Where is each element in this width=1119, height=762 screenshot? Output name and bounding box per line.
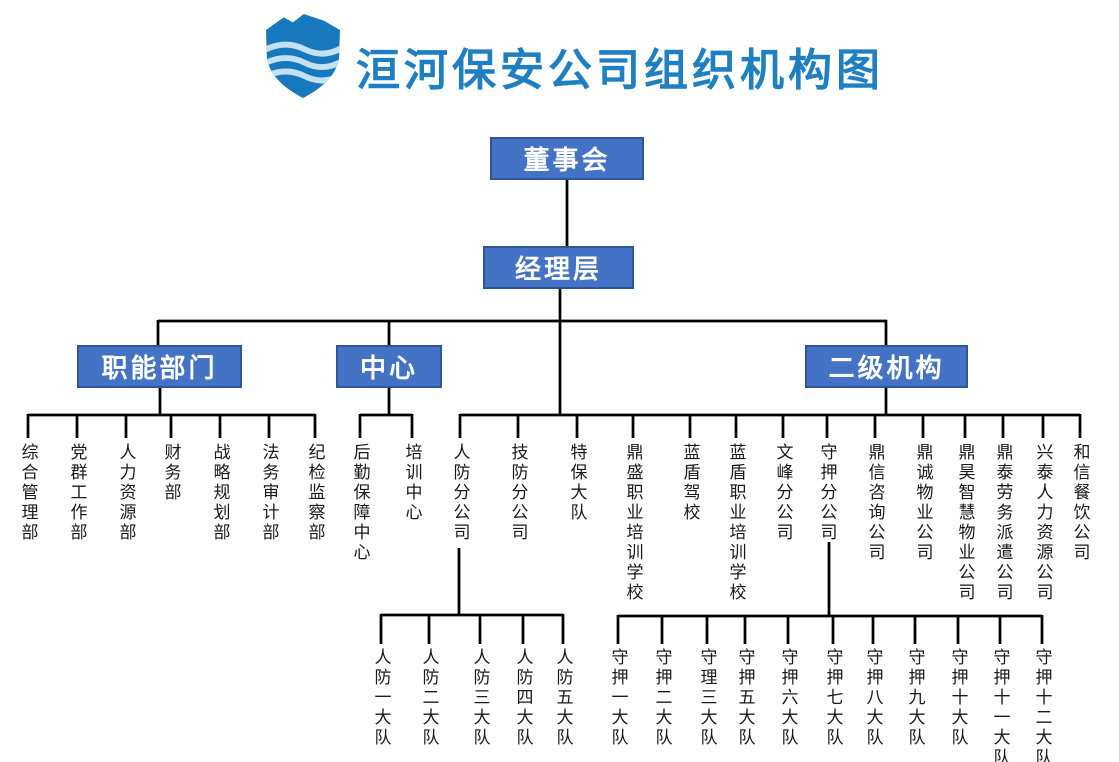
secondary-org-label: 特保大队 xyxy=(567,443,587,523)
secondary-org-label: 鼎盛职业培训学校 xyxy=(623,443,643,603)
shouya-squad-label: 守押六大队 xyxy=(778,648,798,748)
dept-label: 人力资源部 xyxy=(116,443,136,543)
renfang-squad-label: 人防五大队 xyxy=(553,648,573,748)
dept-label: 法务审计部 xyxy=(259,443,279,543)
shouya-squad-label: 守押九大队 xyxy=(905,648,925,748)
dept-label: 纪检监察部 xyxy=(305,443,325,543)
dept-label: 财务部 xyxy=(161,443,181,503)
node-management: 经理层 xyxy=(483,246,634,289)
secondary-org-label: 蓝盾职业培训学校 xyxy=(726,443,746,603)
secondary-org-label: 蓝盾驾校 xyxy=(680,443,700,523)
dept-label: 综合管理部 xyxy=(18,443,38,543)
shouya-squad-label: 守押十大队 xyxy=(948,648,968,748)
secondary-org-label: 鼎泰劳务派遣公司 xyxy=(993,443,1013,603)
secondary-org-label: 鼎诚物业公司 xyxy=(913,443,933,563)
node-board: 董事会 xyxy=(490,137,644,180)
dept-label: 战略规划部 xyxy=(210,443,230,543)
shouya-squad-label: 守押七大队 xyxy=(823,648,843,748)
node-functional-departments: 职能部门 xyxy=(77,345,242,388)
center-label: 后勤保障中心 xyxy=(350,443,370,563)
secondary-org-label: 鼎信咨询公司 xyxy=(865,443,885,563)
renfang-squad-label: 人防四大队 xyxy=(513,648,533,748)
shouya-squad-label: 守理三大队 xyxy=(697,648,717,748)
shouya-squad-label: 守押五大队 xyxy=(735,648,755,748)
page-title: 洹河保安公司组织机构图 xyxy=(356,46,884,95)
secondary-org-label: 鼎昊智慧物业公司 xyxy=(955,443,975,603)
renfang-squad-label: 人防一大队 xyxy=(371,648,391,748)
shouya-squad-label: 守押八大队 xyxy=(863,648,883,748)
secondary-org-label: 人防分公司 xyxy=(450,443,470,543)
company-shield-logo-icon xyxy=(266,14,340,98)
node-secondary-institutions: 二级机构 xyxy=(805,345,968,388)
shouya-squad-label: 守押二大队 xyxy=(652,648,672,748)
shouya-squad-label: 守押十一大队 xyxy=(990,648,1010,762)
secondary-org-label: 兴泰人力资源公司 xyxy=(1033,443,1053,603)
renfang-squad-label: 人防三大队 xyxy=(470,648,490,748)
center-label: 培训中心 xyxy=(402,443,422,523)
dept-label: 党群工作部 xyxy=(67,443,87,543)
renfang-squad-label: 人防二大队 xyxy=(419,648,439,748)
shouya-squad-label: 守押十二大队 xyxy=(1032,648,1052,762)
node-centers: 中心 xyxy=(336,345,442,388)
secondary-org-label: 和信餐饮公司 xyxy=(1070,443,1090,563)
shouya-squad-label: 守押一大队 xyxy=(608,648,628,748)
secondary-org-label: 守押分公司 xyxy=(817,443,837,543)
secondary-org-label: 文峰分公司 xyxy=(773,443,793,543)
secondary-org-label: 技防分公司 xyxy=(508,443,528,543)
